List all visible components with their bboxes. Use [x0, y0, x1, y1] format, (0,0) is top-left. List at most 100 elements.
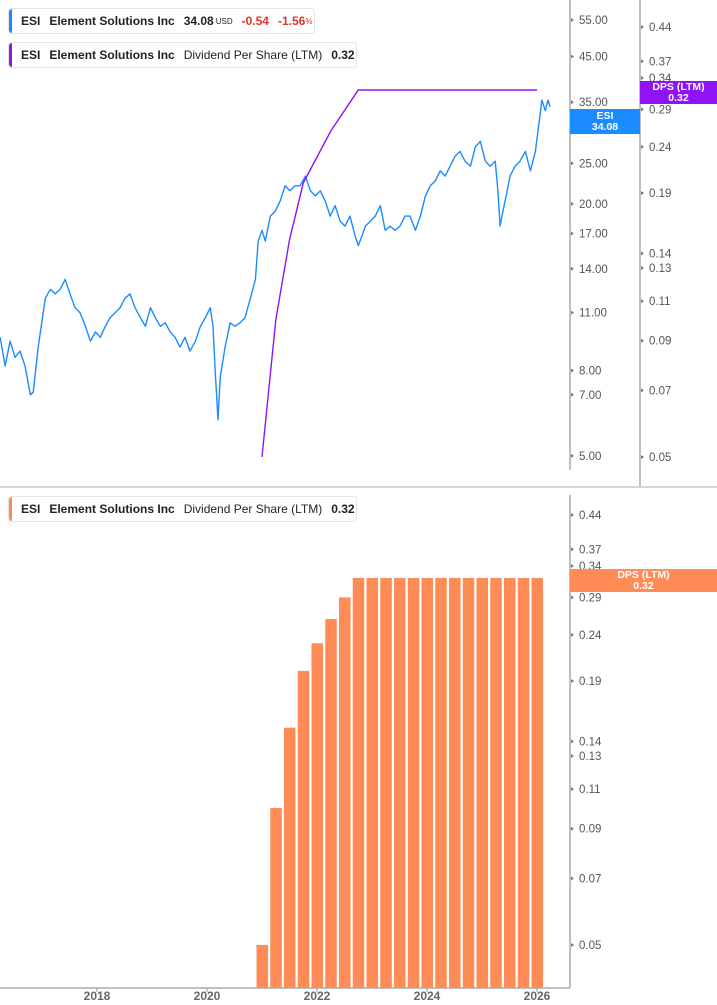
dps-tag-value: 0.32: [668, 91, 689, 104]
dps-bar[interactable]: [352, 577, 365, 988]
dps-line[interactable]: [261, 89, 537, 457]
legend-value: 0.32: [331, 48, 355, 62]
x-tick-label: 2022: [304, 989, 331, 1003]
legend-ticker: ESI: [21, 14, 41, 28]
dps-bar[interactable]: [256, 944, 269, 988]
y-tick-mark: [571, 18, 574, 22]
y-tick-mark: [571, 201, 574, 206]
y-tick-label: 35.00: [579, 97, 608, 109]
dps-bar[interactable]: [284, 727, 296, 988]
y-tick-mark: [571, 563, 574, 568]
y-tick-label: 0.37: [579, 544, 601, 556]
dps-bar[interactable]: [270, 807, 282, 988]
x-tick-label: 2018: [84, 989, 111, 1003]
y-tick-mark: [641, 75, 644, 80]
y-tick-label: 0.24: [579, 630, 602, 642]
dps-bar[interactable]: [504, 577, 516, 988]
y-tick-label: 7.00: [579, 390, 601, 402]
price-tag-value: 34.08: [591, 120, 619, 133]
x-tick-label: 2024: [414, 989, 441, 1003]
y-tick-label: 0.05: [579, 940, 601, 952]
legend-price-value: 34.08: [183, 14, 214, 28]
dps-bar[interactable]: [407, 577, 420, 988]
legend-currency: USD: [215, 16, 233, 26]
y-tick-label: 17.00: [579, 228, 608, 240]
y-tick-mark: [641, 338, 644, 343]
y-tick-label: 25.00: [579, 158, 608, 170]
y-tick-label: 0.05: [649, 452, 671, 464]
y-tick-mark: [571, 266, 574, 271]
legend-price[interactable]: ESI Element Solutions Inc 34.08 USD -0.5…: [8, 8, 315, 34]
legend-color-bar: [9, 43, 12, 67]
y-tick-label: 0.11: [579, 784, 601, 796]
dps-bar[interactable]: [449, 577, 461, 988]
y-tick-label: 0.13: [579, 751, 601, 763]
dps-top-tag: DPS (LTM) 0.32: [640, 81, 717, 104]
dps-tag-value: 0.32: [633, 579, 654, 592]
y-tick-mark: [571, 632, 574, 637]
dps-bar[interactable]: [421, 577, 434, 988]
dps-bar[interactable]: [325, 619, 337, 988]
y-tick-mark: [641, 191, 644, 196]
y-tick-mark: [571, 739, 574, 744]
legend-dps-bottom[interactable]: ESI Element Solutions Inc Dividend Per S…: [8, 496, 357, 522]
dps-bar[interactable]: [531, 577, 544, 988]
y-tick-label: 0.13: [649, 263, 671, 275]
y-tick-mark: [571, 679, 574, 684]
y-tick-label: 20.00: [579, 199, 608, 211]
dps-bar[interactable]: [517, 577, 530, 988]
dps-bar[interactable]: [462, 577, 475, 988]
dps-tag-label: DPS (LTM): [617, 568, 670, 581]
price-line[interactable]: [0, 99, 551, 421]
x-tick-label: 2020: [194, 989, 221, 1003]
y-tick-label: 8.00: [579, 365, 601, 377]
y-tick-mark: [571, 161, 574, 166]
legend-company: Element Solutions Inc: [49, 14, 175, 28]
dps-bar[interactable]: [476, 577, 489, 988]
y-tick-label: 0.07: [579, 873, 601, 885]
y-tick-mark: [571, 368, 574, 373]
legend-change-pct: -1.56: [277, 14, 306, 28]
y-tick-mark: [641, 144, 644, 149]
y-tick-label: 0.09: [649, 336, 671, 348]
y-tick-mark: [641, 59, 644, 64]
y-tick-label: 14.00: [579, 264, 608, 276]
y-tick-mark: [571, 453, 574, 458]
legend-ticker: ESI: [21, 502, 41, 516]
y-tick-label: 0.11: [649, 296, 671, 308]
legend-company: Element Solutions Inc: [49, 48, 175, 62]
y-tick-mark: [571, 513, 574, 517]
legend-metric: Dividend Per Share (LTM): [183, 48, 323, 62]
y-tick-label: 45.00: [579, 51, 608, 63]
dps-tag-label: DPS (LTM): [652, 80, 705, 93]
y-tick-label: 0.19: [649, 188, 671, 200]
legend-company: Element Solutions Inc: [49, 502, 175, 516]
legend-value: 0.32: [331, 502, 355, 516]
legend-metric: Dividend Per Share (LTM): [183, 502, 323, 516]
dps-bar[interactable]: [297, 670, 310, 988]
y-tick-mark: [571, 876, 574, 881]
y-tick-label: 0.19: [579, 676, 601, 688]
dps-bar[interactable]: [490, 577, 502, 988]
legend-dps-top[interactable]: ESI Element Solutions Inc Dividend Per S…: [8, 42, 357, 68]
dps-bar[interactable]: [435, 577, 447, 988]
dps-bar[interactable]: [339, 597, 351, 988]
y-tick-mark: [571, 787, 574, 792]
y-tick-mark: [641, 25, 644, 29]
y-tick-mark: [571, 942, 574, 947]
y-tick-mark: [641, 251, 644, 256]
legend-ticker: ESI: [21, 48, 41, 62]
y-tick-label: 0.29: [579, 592, 601, 604]
dps-bar[interactable]: [311, 643, 324, 988]
price-tag-label: ESI: [596, 109, 614, 122]
legend-change: -0.54: [241, 14, 269, 28]
y-tick-mark: [571, 754, 574, 759]
y-tick-mark: [571, 54, 574, 59]
y-tick-label: 0.37: [649, 56, 671, 68]
dps-bar[interactable]: [366, 577, 379, 988]
y-tick-mark: [571, 310, 574, 315]
dps-bar[interactable]: [394, 577, 406, 988]
y-tick-label: 0.44: [649, 22, 672, 34]
y-tick-mark: [571, 100, 574, 105]
dps-bar[interactable]: [380, 577, 392, 988]
